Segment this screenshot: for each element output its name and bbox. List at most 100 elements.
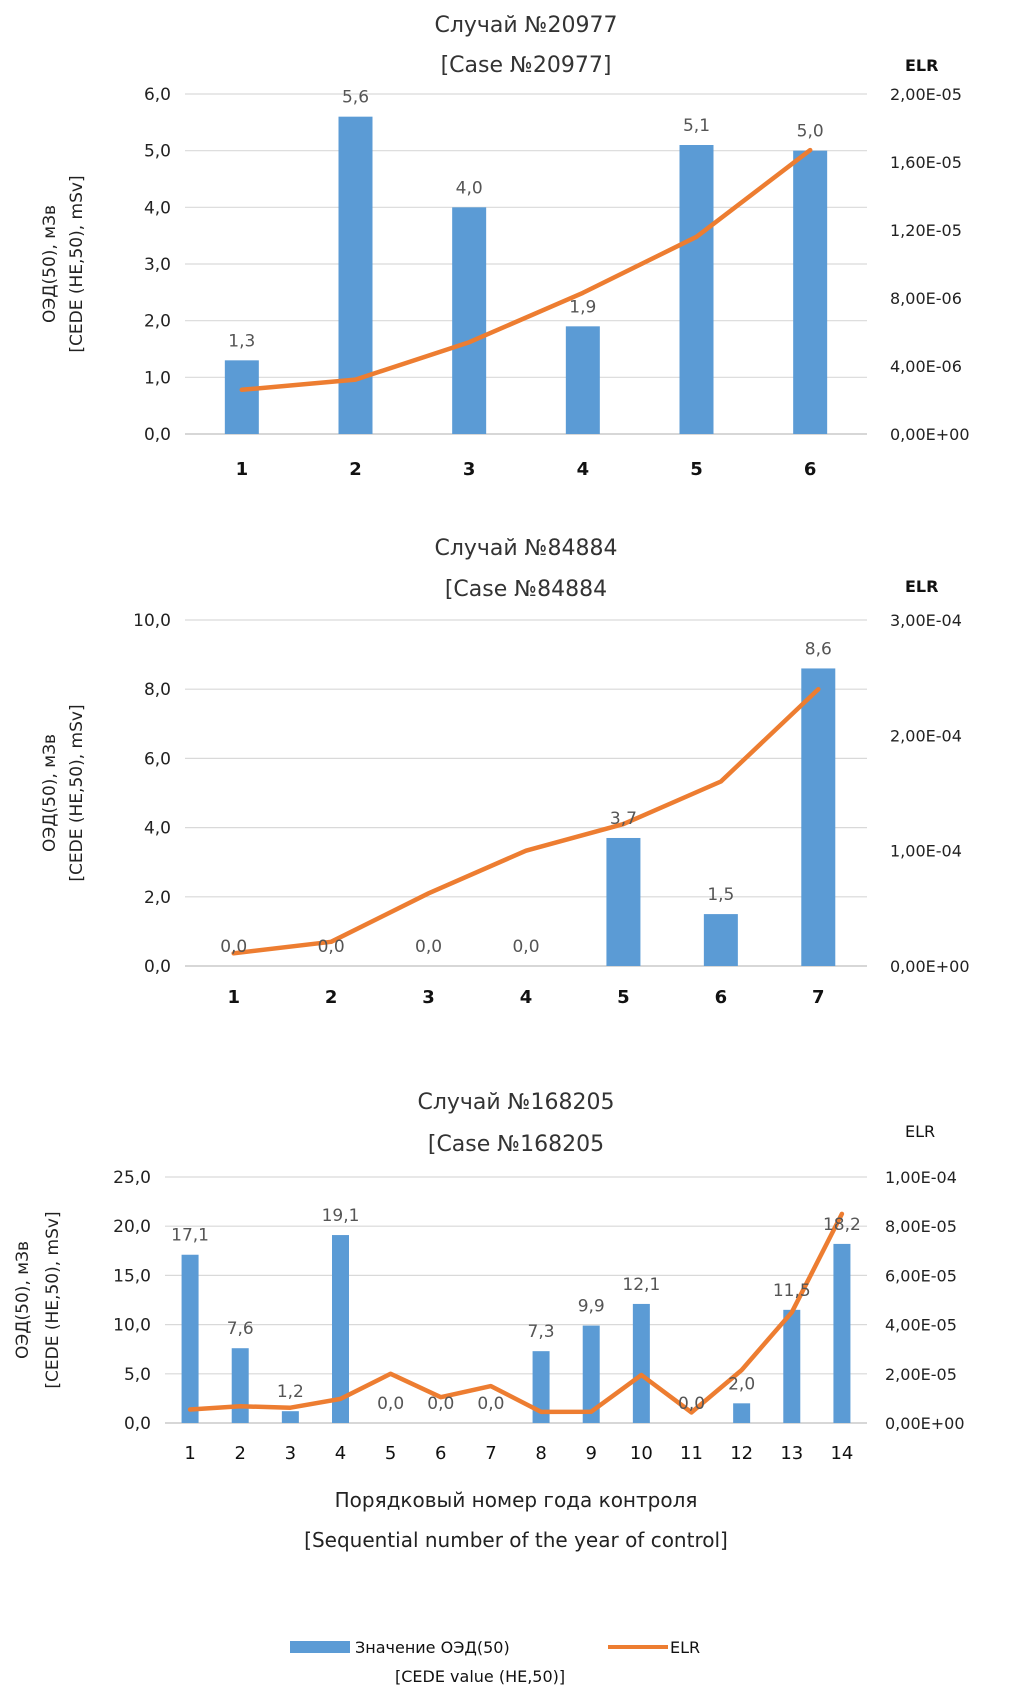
x-tick-label: 4 [520, 987, 533, 1008]
chart-title: Случай №20977 [434, 13, 617, 38]
legend-bar-label: Значение ОЭД(50) [355, 1638, 510, 1657]
bar [281, 1411, 299, 1423]
y-axis-label-2: [CEDE (HE,50), mSv] [67, 704, 87, 881]
y-axis-label: ОЭД(50), мЗв [13, 1241, 33, 1359]
data-label: 5,6 [342, 88, 369, 108]
y2-tick-label: 0,00E+00 [890, 957, 970, 976]
x-tick-label: 2 [234, 1443, 245, 1464]
y-tick-label: 15,0 [113, 1266, 151, 1286]
x-tick-label: 4 [335, 1443, 346, 1464]
data-label: 0,0 [318, 937, 345, 957]
x-tick-label: 8 [535, 1443, 546, 1464]
bar [452, 207, 487, 434]
bar [565, 326, 600, 434]
y2-tick-label: 0,00E+00 [885, 1414, 965, 1433]
data-label: 5,1 [683, 116, 710, 136]
y2-tick-label: 1,60E-05 [890, 153, 962, 172]
y-tick-label: 0,0 [144, 425, 171, 445]
x-tick-label: 4 [577, 459, 590, 480]
x-tick-label: 5 [617, 987, 630, 1008]
bar [783, 1309, 801, 1423]
y-axis-label: ОЭД(50), мЗв [40, 205, 60, 323]
y2-tick-label: 2,00E-04 [890, 726, 962, 745]
bar [801, 668, 836, 966]
y-tick-label: 5,0 [124, 1365, 151, 1385]
data-label: 0,0 [427, 1394, 454, 1414]
x-tick-label: 7 [485, 1443, 496, 1464]
chart-subtitle: [Case №84884 [445, 577, 607, 602]
y-tick-label: 0,0 [144, 957, 171, 977]
y-tick-label: 20,0 [113, 1217, 151, 1237]
data-label: 0,0 [477, 1394, 504, 1414]
data-label: 1,2 [277, 1382, 304, 1402]
y-tick-label: 6,0 [144, 749, 171, 769]
y-tick-label: 2,0 [144, 888, 171, 908]
y2-tick-label: 6,00E-05 [885, 1266, 957, 1285]
x-tick-label: 6 [804, 459, 817, 480]
y2-axis-label: ELR [905, 56, 938, 75]
x-tick-label: 3 [463, 459, 476, 480]
data-label: 8,6 [805, 639, 832, 659]
bar [793, 150, 828, 434]
data-label: 1,9 [569, 297, 596, 317]
y-tick-label: 6,0 [144, 85, 171, 105]
y-tick-label: 5,0 [144, 142, 171, 162]
elr-line [231, 686, 821, 956]
data-label: 17,1 [171, 1226, 209, 1246]
y-tick-label: 10,0 [113, 1316, 151, 1336]
y-tick-label: 1,0 [144, 368, 171, 388]
y2-tick-label: 1,00E-04 [890, 842, 962, 861]
legend-bar-label-2: [CEDE value (HE,50)] [395, 1667, 565, 1686]
y2-tick-label: 3,00E-04 [890, 611, 962, 630]
y2-tick-label: 1,20E-05 [890, 221, 962, 240]
x-tick-label: 12 [730, 1443, 753, 1464]
y2-tick-label: 2,00E-05 [885, 1365, 957, 1384]
y-tick-label: 2,0 [144, 312, 171, 332]
data-label: 5,0 [797, 122, 824, 142]
data-label: 9,9 [578, 1297, 605, 1317]
x-tick-label: 5 [690, 459, 703, 480]
x-tick-label: 6 [435, 1443, 446, 1464]
y-tick-label: 4,0 [144, 819, 171, 839]
data-label: 0,0 [678, 1394, 705, 1414]
bar [231, 1348, 249, 1423]
bar [679, 145, 714, 434]
y2-tick-label: 2,00E-05 [890, 85, 962, 104]
y-tick-label: 4,0 [144, 198, 171, 218]
data-label: 7,3 [528, 1322, 555, 1342]
y-axis-label-2: [CEDE (HE,50), mSv] [67, 175, 87, 352]
y-axis-label: ОЭД(50), мЗв [40, 734, 60, 852]
x-axis-label-2: [Sequential number of the year of contro… [304, 1528, 728, 1552]
y2-tick-label: 0,00E+00 [890, 425, 970, 444]
legend-bar-swatch [290, 1641, 350, 1653]
data-label: 19,1 [322, 1206, 360, 1226]
y2-tick-label: 4,00E-05 [885, 1316, 957, 1335]
data-label: 7,6 [227, 1319, 254, 1339]
y2-axis-label: ELR [905, 577, 938, 596]
x-tick-label: 1 [184, 1443, 195, 1464]
x-tick-label: 10 [630, 1443, 653, 1464]
data-label: 12,1 [622, 1275, 660, 1295]
y-tick-label: 8,0 [144, 680, 171, 700]
chart-subtitle: [Case №168205 [428, 1132, 604, 1157]
data-label: 0,0 [415, 937, 442, 957]
bar [606, 837, 641, 966]
legend: Значение ОЭД(50) [CEDE value (HE,50)] EL… [290, 1638, 700, 1686]
chart-subtitle: [Case №20977] [441, 53, 612, 78]
x-tick-label: 13 [780, 1443, 803, 1464]
y2-tick-label: 8,00E-06 [890, 289, 962, 308]
y-tick-label: 0,0 [124, 1414, 151, 1434]
bar [632, 1303, 650, 1423]
data-label: 2,0 [728, 1374, 755, 1394]
bar [582, 1325, 600, 1423]
chart-title: Случай №84884 [434, 536, 617, 561]
x-tick-label: 2 [349, 459, 362, 480]
x-axis-label: Порядковый номер года контроля [335, 1488, 698, 1512]
data-label: 0,0 [512, 937, 539, 957]
y-tick-label: 10,0 [133, 611, 171, 631]
y2-tick-label: 1,00E-04 [885, 1168, 957, 1187]
elr-line [187, 1211, 845, 1415]
y-tick-label: 25,0 [113, 1168, 151, 1188]
x-tick-label: 6 [715, 987, 728, 1008]
data-label: 18,2 [823, 1215, 861, 1235]
